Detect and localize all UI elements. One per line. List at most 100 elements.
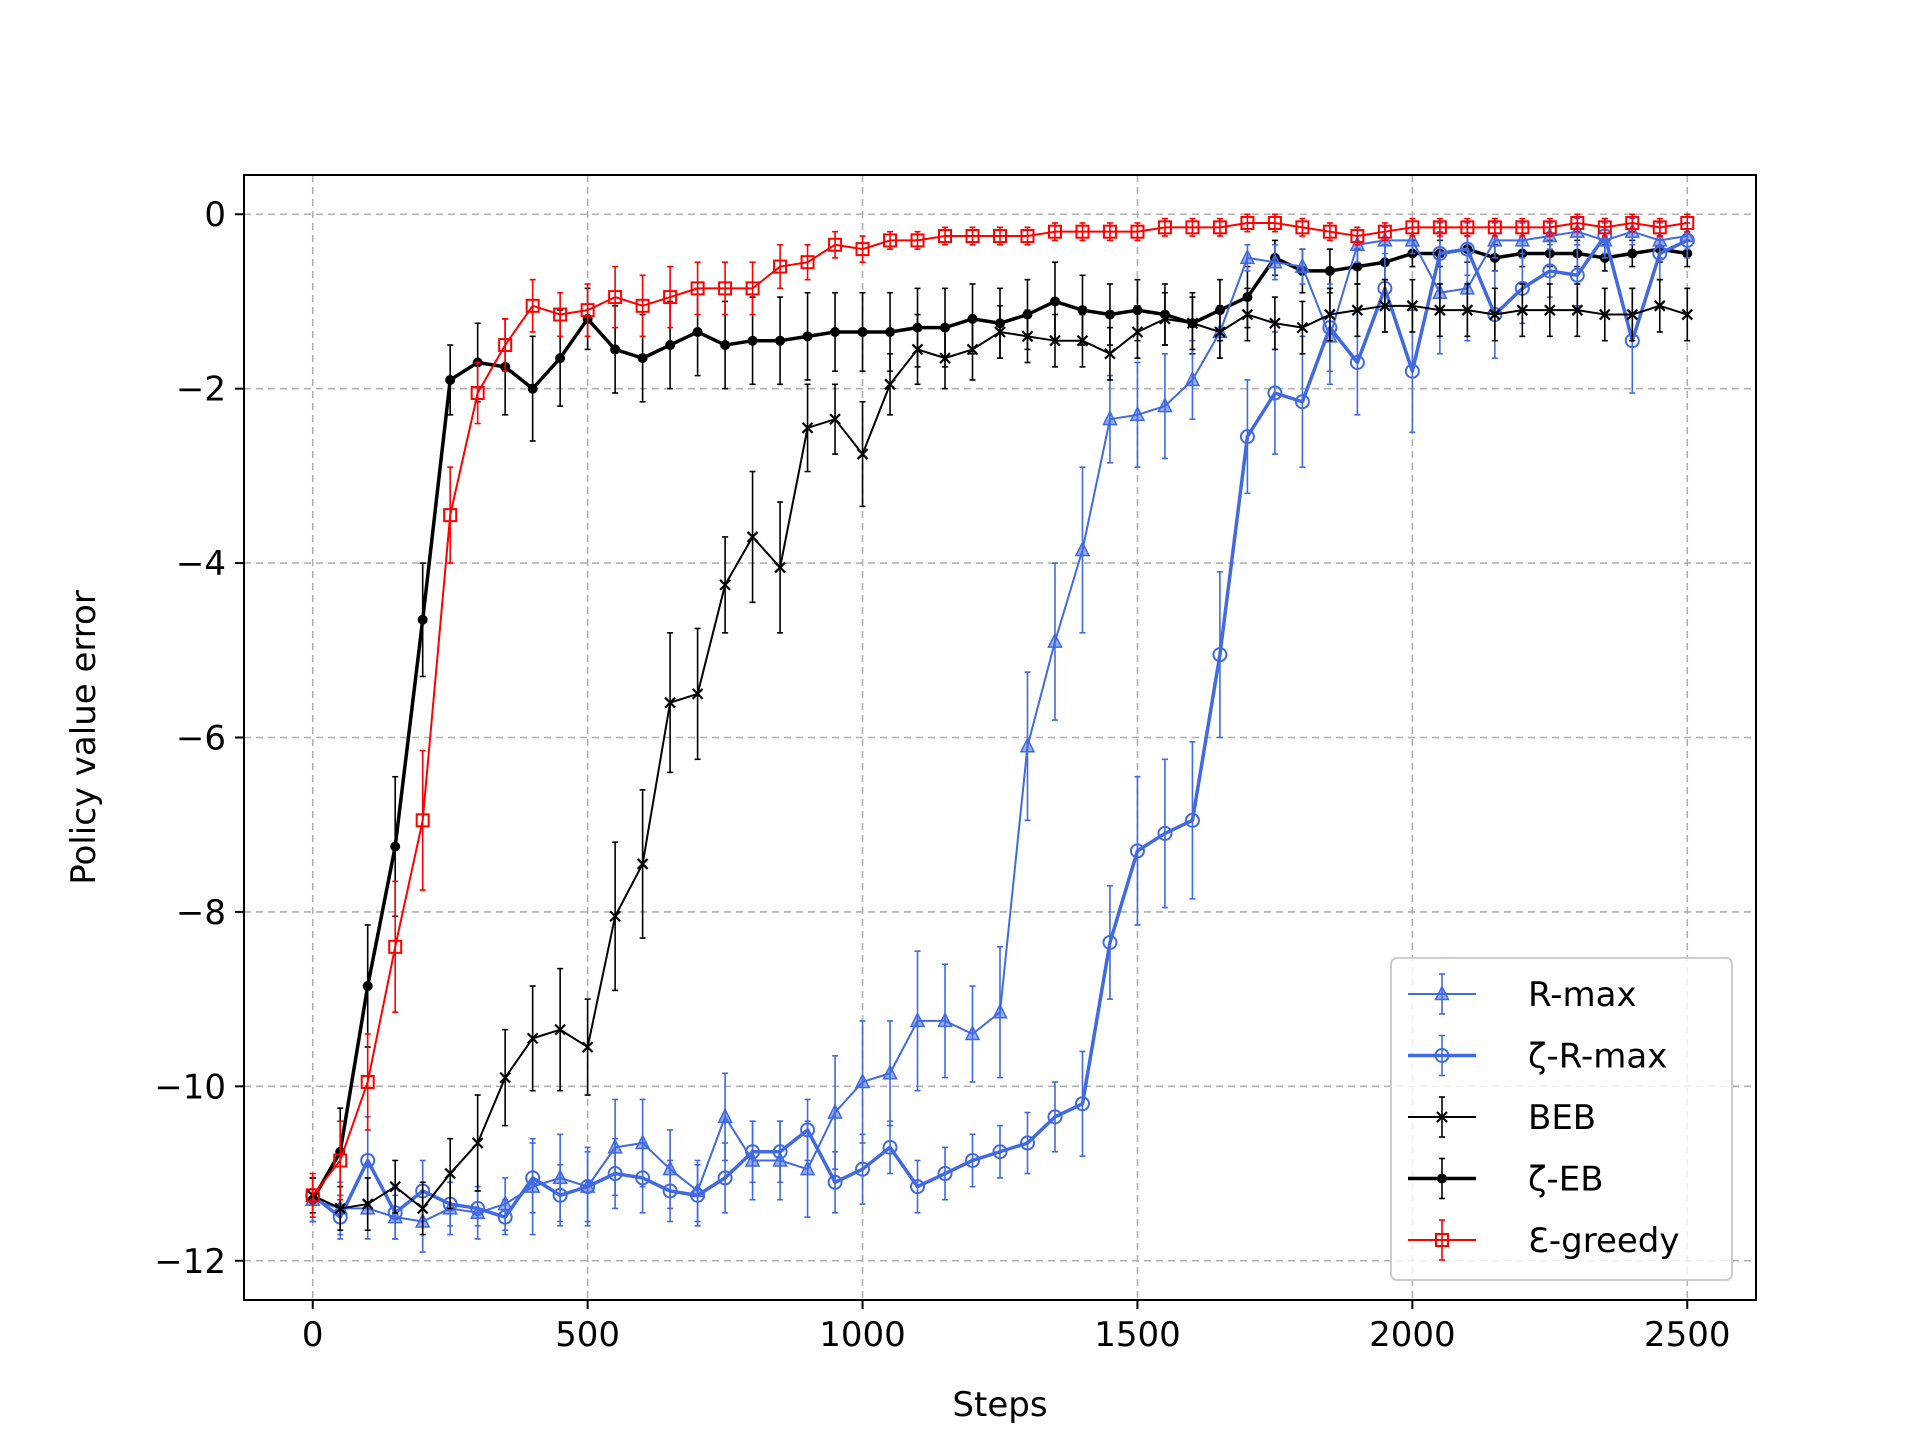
data-point (939, 352, 951, 364)
data-point (746, 531, 759, 543)
data-point (772, 1151, 788, 1167)
y-tick-label: −4 (176, 544, 226, 584)
data-point (1461, 304, 1474, 316)
data-point (1351, 304, 1364, 316)
legend-marker (1437, 1173, 1447, 1184)
data-point (855, 1161, 871, 1177)
data-point (1627, 248, 1638, 259)
data-point (663, 290, 678, 305)
data-point (1652, 231, 1668, 247)
markers (307, 244, 1693, 1205)
data-point (1349, 355, 1365, 370)
data-point (801, 422, 814, 434)
data-point (634, 1133, 651, 1150)
data-point (607, 1138, 623, 1154)
data-point (417, 614, 428, 625)
data-point (1569, 267, 1585, 283)
data-point (910, 233, 925, 248)
data-point (1571, 304, 1584, 316)
data-point (1405, 220, 1420, 235)
data-point (1597, 220, 1612, 235)
y-tick-label: −6 (176, 719, 226, 759)
legend-box (1390, 957, 1733, 1281)
data-point (1184, 370, 1201, 387)
data-point (1680, 215, 1695, 230)
data-point (882, 1064, 898, 1080)
data-point (360, 1074, 375, 1089)
data-point (719, 579, 731, 591)
x-tick-label: 500 (555, 1315, 620, 1355)
data-point (333, 1153, 348, 1168)
data-point (774, 561, 786, 574)
y-tick-label: −10 (154, 1067, 226, 1107)
data-point (773, 259, 788, 274)
data-point (635, 298, 650, 313)
data-point (910, 1179, 926, 1195)
legend-marker (1436, 1111, 1448, 1123)
data-point (909, 1011, 926, 1028)
data-point (1047, 1109, 1063, 1125)
data-point (1157, 825, 1173, 841)
y-axis-label: Policy value error (64, 590, 104, 885)
data-point (1129, 843, 1145, 859)
legend-label: Ɛ-greedy (1528, 1221, 1680, 1261)
data-point (993, 229, 1007, 244)
data-point (362, 981, 373, 992)
y-tick-label: −8 (176, 893, 226, 933)
data-point (390, 841, 401, 852)
y-tick-label: −12 (154, 1242, 226, 1282)
data-point (1352, 261, 1363, 272)
data-point (1515, 220, 1530, 235)
data-point (1102, 410, 1118, 426)
data-point (388, 939, 403, 954)
data-point (305, 1188, 320, 1203)
data-point (552, 1168, 568, 1185)
data-point (1487, 220, 1502, 235)
data-point (966, 343, 979, 356)
data-point (717, 1107, 733, 1124)
data-point (1294, 394, 1310, 410)
data-point (1295, 220, 1310, 235)
data-point (1434, 304, 1446, 316)
data-point (1432, 220, 1447, 235)
data-point (1322, 224, 1337, 239)
data-point (1460, 220, 1475, 235)
data-point (1077, 305, 1088, 316)
data-point (1240, 215, 1255, 230)
data-point (775, 335, 786, 346)
data-point (691, 688, 704, 700)
data-point (1129, 405, 1146, 422)
legend-entry: ζ-R-max (1408, 1034, 1667, 1077)
x-tick-label: 2000 (1369, 1315, 1456, 1355)
data-point (1542, 220, 1557, 235)
data-point (856, 448, 869, 460)
data-point (937, 1011, 953, 1028)
data-point (1652, 220, 1667, 235)
data-point (579, 1177, 596, 1193)
y-tick-label: 0 (204, 195, 226, 235)
legend-marker (1435, 1233, 1449, 1247)
data-point (1075, 224, 1090, 239)
data-point (1049, 296, 1060, 307)
legend-marker (1434, 984, 1450, 1001)
data-point (965, 1152, 981, 1168)
series-line (311, 221, 1688, 1196)
data-point (720, 340, 731, 351)
data-point (1102, 934, 1118, 950)
data-point (334, 1202, 346, 1215)
data-point (1131, 326, 1144, 338)
data-point (885, 326, 896, 337)
data-point (830, 326, 841, 337)
data-point (827, 1174, 843, 1190)
x-tick-label: 1000 (819, 1315, 906, 1355)
data-point (1570, 215, 1585, 230)
legend-entry: Ɛ-greedy (1408, 1219, 1680, 1261)
data-point (1021, 330, 1034, 343)
data-point (1214, 326, 1226, 338)
data-point (1074, 540, 1091, 557)
data-point (527, 383, 538, 394)
data-point (498, 338, 513, 353)
x-tick-label: 0 (302, 1315, 324, 1355)
data-point (1489, 308, 1501, 321)
